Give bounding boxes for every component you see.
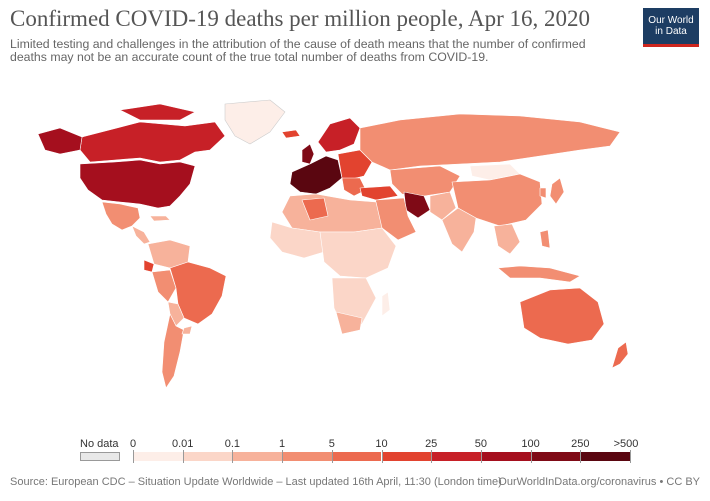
logo-line-1: Our World [648,15,694,26]
legend: No data 0 0.01 0.1 1 5 10 25 50 100 250 >500 [0,432,710,468]
legend-tick-label: 1 [279,438,286,450]
country-philippines [539,229,551,249]
country-iceland[interactable] [281,129,301,139]
region-west-africa [269,221,325,259]
credit-link[interactable]: OurWorldInData.org/coronavirus • CC BY [498,476,700,488]
country-madagascar [381,291,391,317]
legend-swatch[interactable] [182,452,233,461]
legend-tick-mark [630,450,631,463]
region-southeast-asia [493,223,521,255]
country-uk[interactable] [301,143,315,165]
region-bolivia-paraguay [167,301,185,327]
country-south-korea [539,187,547,199]
country-brazil[interactable] [169,261,227,325]
source-note: Source: European CDC – Situation Update … [10,476,502,488]
legend-no-data-swatch [80,452,120,461]
legend-tick-mark [480,450,482,463]
legend-swatch[interactable] [431,452,481,461]
country-algeria [301,197,329,221]
logo-line-2: in Data [655,26,687,37]
region-western-europe[interactable] [289,155,343,195]
legend-no-data-label: No data [80,438,119,450]
region-alaska [37,127,83,155]
legend-tick-mark [182,450,184,463]
region-central-asia [389,165,461,197]
legend-tick-mark [381,450,383,463]
legend-swatch[interactable] [232,452,283,461]
country-india[interactable] [441,207,477,253]
country-greenland[interactable] [224,99,286,145]
region-south-central-asia [429,191,457,221]
chart-subtitle: Limited testing and challenges in the at… [10,37,586,64]
country-peru[interactable] [151,269,177,303]
region-maritime-asia [497,265,581,283]
legend-swatch[interactable] [530,452,581,461]
region-southern-cone[interactable] [161,313,185,389]
region-central-east-africa [319,227,397,279]
legend-tick-mark [331,450,333,463]
region-caribbean [149,215,171,222]
legend-tick-label: 0.01 [171,438,194,450]
country-canada[interactable] [79,121,226,163]
country-russia[interactable] [359,113,621,171]
legend-tick-label: 0.1 [224,438,241,450]
legend-swatch[interactable] [381,452,432,461]
country-usa[interactable] [79,159,196,209]
legend-tick-label: 100 [521,438,540,450]
legend-tick-mark [232,450,234,463]
legend-swatch[interactable] [282,452,332,461]
country-canada-arctic [119,103,196,121]
legend-tick-mark [580,450,582,463]
region-north-africa[interactable] [281,193,383,233]
legend-tick-label: 0 [129,438,137,450]
country-mexico[interactable] [101,201,141,231]
legend-swatch[interactable] [133,452,183,461]
legend-tick-mark [133,450,134,463]
country-japan[interactable] [549,177,565,205]
country-ecuador[interactable] [143,259,155,273]
country-australia[interactable] [519,287,605,345]
legend-tick-label: 25 [425,438,438,450]
region-scandinavia[interactable] [317,117,361,153]
legend-tick-label: 50 [474,438,488,450]
owid-logo[interactable]: Our World in Data [643,8,699,47]
country-uruguay [181,325,193,335]
legend-swatch[interactable] [580,452,630,461]
country-south-africa[interactable] [335,311,363,335]
world-map [37,99,629,389]
legend-tick-label: 5 [328,438,335,450]
legend-tick-mark [282,450,284,463]
legend-tick-label: 250 [571,438,590,450]
region-balkans [341,177,367,197]
legend-tick-label: 10 [375,438,388,450]
legend-tick-mark [530,450,532,463]
legend-swatch[interactable] [331,452,382,461]
legend-tick-mark [431,450,433,463]
legend-tick-label: >500 [613,438,639,450]
country-new-zealand[interactable] [611,341,629,369]
region-central-america [131,225,151,245]
legend-swatch[interactable] [480,452,531,461]
country-turkey[interactable] [359,185,399,201]
chart-title: Confirmed COVID-19 deaths per million pe… [10,6,591,31]
